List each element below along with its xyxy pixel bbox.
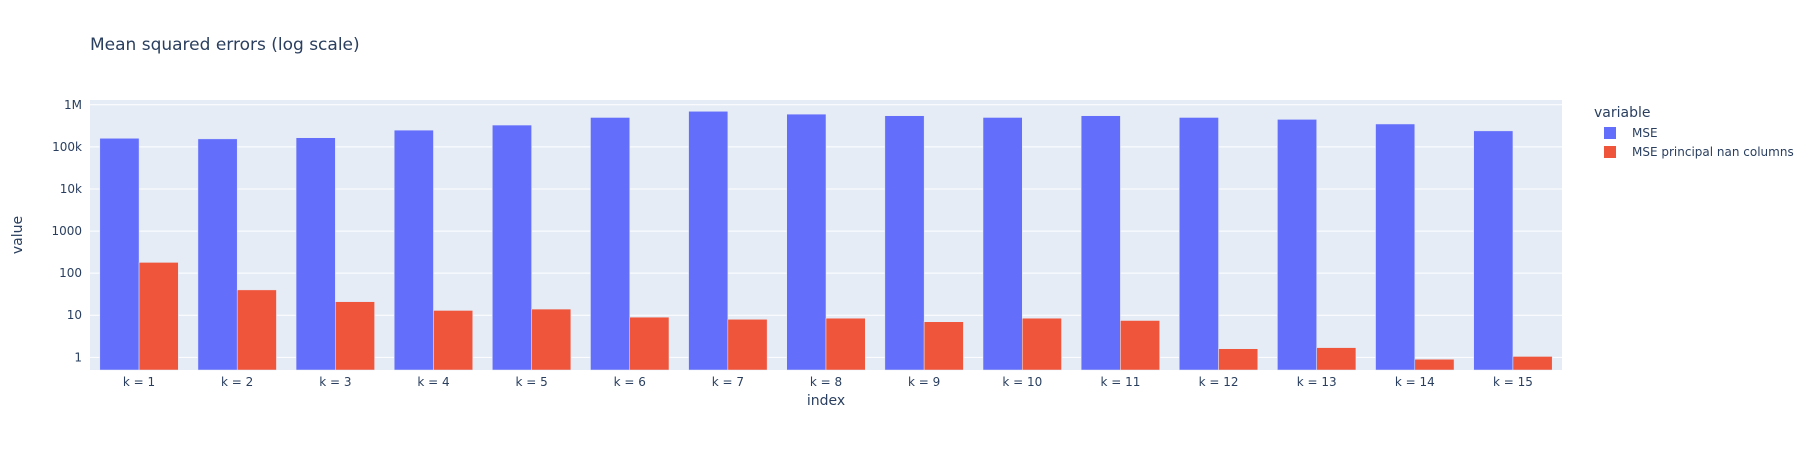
- x-tick-label: k = 7: [712, 375, 744, 389]
- bar-mse-principal-nan-12: [1218, 348, 1259, 371]
- bar-mse-principal-nan-15: [1512, 356, 1553, 371]
- bar-mse-principal-nan-4: [433, 310, 473, 371]
- bar-mse-principal-nan-1: [138, 262, 179, 371]
- y-tick-label: 1M: [64, 98, 82, 112]
- bar-mse-14: [1375, 123, 1416, 371]
- bar-mse-principal-nan-8: [825, 317, 866, 371]
- bar-mse-principal-nan-13: [1316, 347, 1357, 371]
- bar-mse-principal-nan-11: [1120, 320, 1160, 371]
- bar-mse-principal-nan-7: [727, 319, 768, 371]
- bar-mse-principal-nan-6: [629, 316, 670, 371]
- bar-mse-principal-nan-14: [1414, 359, 1455, 371]
- bar-mse-10: [982, 117, 1023, 371]
- x-tick-label: k = 11: [1100, 375, 1140, 389]
- x-tick-label: k = 10: [1002, 375, 1042, 389]
- y-tick-label: 1: [74, 350, 82, 364]
- legend-title: variable: [1594, 105, 1650, 121]
- x-tick-labels: k = 1 k = 2 k = 3 k = 4 k = 5 k = 6 k = 7 k = 8…: [123, 375, 1533, 389]
- bar-mse-11: [1080, 115, 1121, 371]
- y-tick-label: 10k: [60, 182, 82, 196]
- x-tick-label: k = 8: [810, 375, 842, 389]
- bar-mse-principal-nan-9: [923, 321, 964, 371]
- legend-label: MSE principal nan columns: [1632, 145, 1794, 159]
- x-axis-title: index: [807, 393, 845, 409]
- x-tick-label: k = 14: [1395, 375, 1435, 389]
- x-tick-label: k = 5: [515, 375, 547, 389]
- bars: [99, 111, 1553, 371]
- x-tick-label: k = 15: [1493, 375, 1533, 389]
- y-tick-labels: 1 10 100 1000 10k 100k 1M: [51, 98, 82, 365]
- x-tick-label: k = 3: [319, 375, 351, 389]
- legend-swatch: [1604, 146, 1616, 158]
- bar-mse-8: [786, 113, 827, 371]
- bar-mse-7: [688, 111, 729, 371]
- x-tick-label: k = 6: [614, 375, 646, 389]
- bar-mse-9: [884, 115, 925, 371]
- bar-mse-principal-nan-3: [335, 301, 375, 371]
- x-tick-label: k = 2: [221, 375, 253, 389]
- bar-mse-principal-nan-10: [1022, 317, 1062, 371]
- bar-mse-1: [99, 138, 140, 371]
- bar-mse-12: [1179, 117, 1219, 371]
- legend-label: MSE: [1632, 126, 1658, 140]
- y-axis-title: value: [10, 216, 26, 254]
- bar-mse-5: [492, 124, 532, 371]
- y-tick-label: 1000: [51, 224, 82, 238]
- chart-title: Mean squared errors (log scale): [90, 35, 360, 55]
- x-tick-label: k = 12: [1199, 375, 1239, 389]
- bar-mse-13: [1277, 119, 1317, 371]
- bar-mse-4: [393, 129, 434, 371]
- bar-mse-15: [1473, 130, 1514, 371]
- bar-mse-2: [197, 138, 238, 371]
- y-tick-label: 10: [67, 308, 82, 322]
- x-tick-label: k = 13: [1297, 375, 1337, 389]
- bar-mse-3: [295, 137, 336, 371]
- x-tick-label: k = 4: [417, 375, 449, 389]
- legend-swatch: [1604, 127, 1616, 139]
- x-tick-label: k = 1: [123, 375, 155, 389]
- bar-mse-6: [590, 117, 630, 371]
- bar-mse-principal-nan-2: [236, 289, 277, 371]
- bar-mse-principal-nan-5: [531, 308, 572, 371]
- legend: variable MSE MSE principal nan columns: [1594, 105, 1794, 159]
- y-tick-label: 100k: [52, 140, 82, 154]
- y-tick-label: 100: [59, 266, 82, 280]
- x-tick-label: k = 9: [908, 375, 940, 389]
